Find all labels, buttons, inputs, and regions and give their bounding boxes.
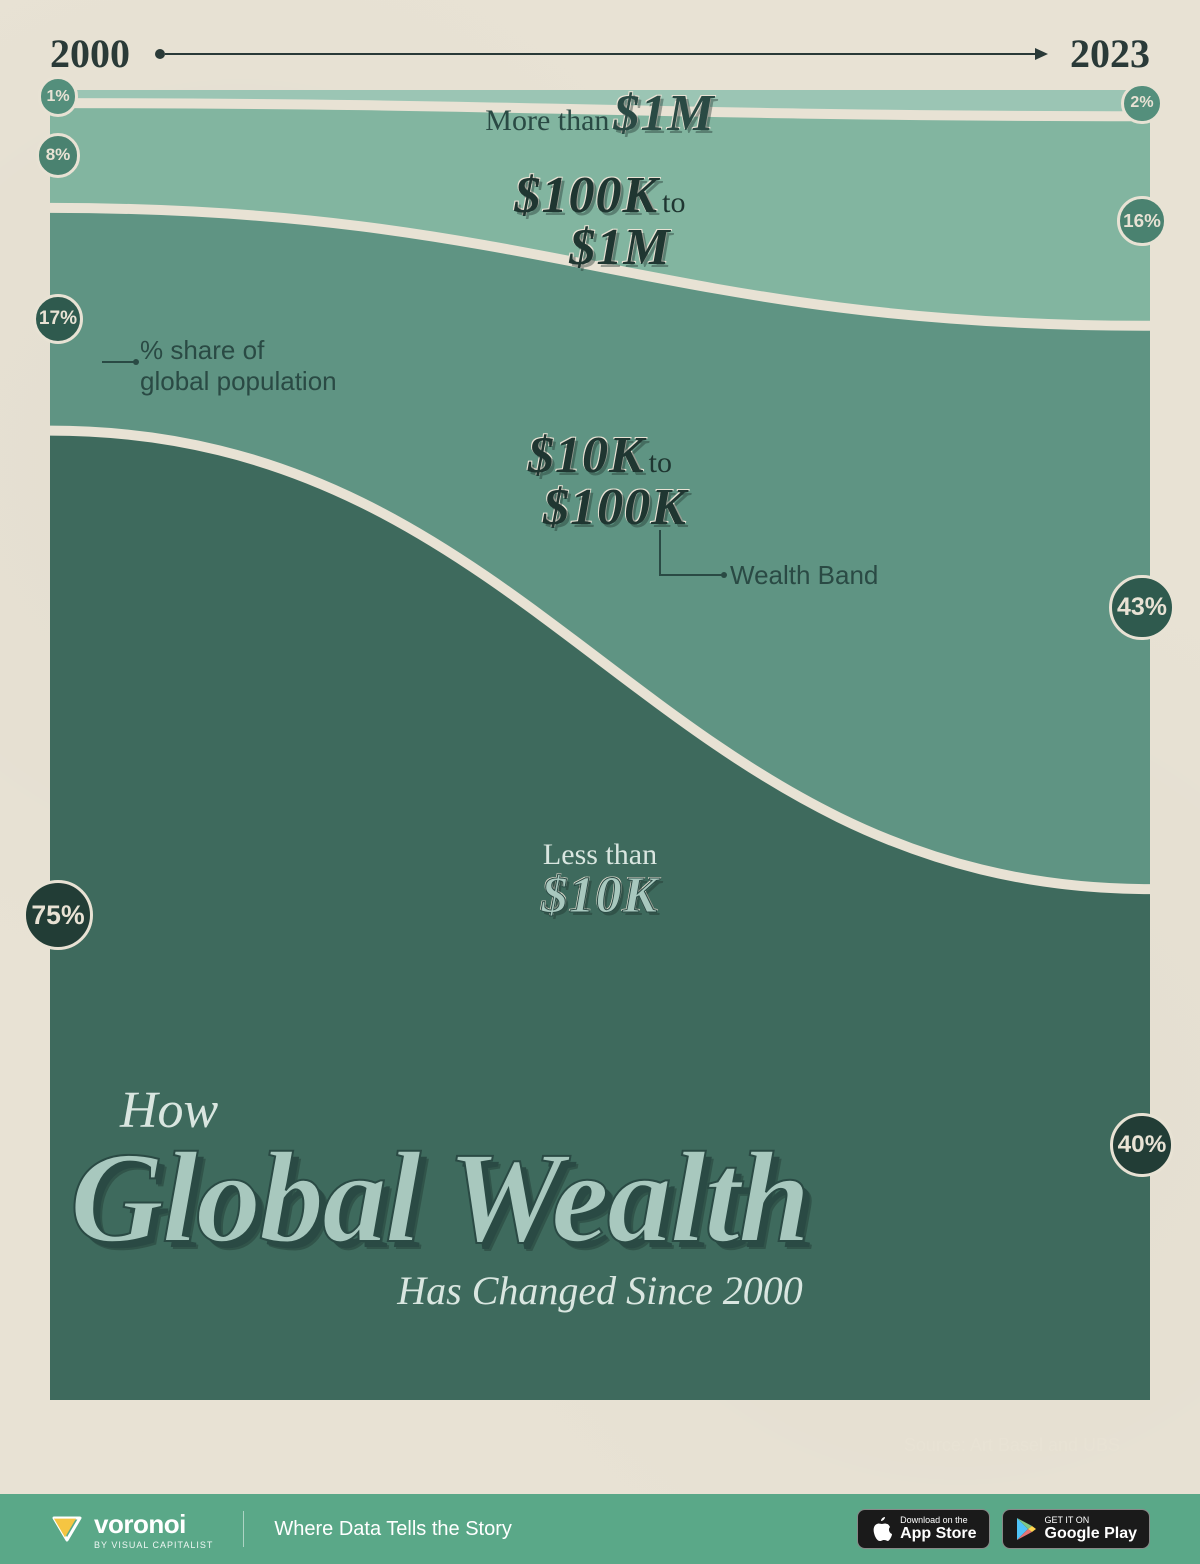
google-play-badge[interactable]: GET IT ON Google Play	[1002, 1509, 1150, 1550]
app-store-badge[interactable]: Download on the App Store	[857, 1509, 989, 1550]
wealth-band-annotation-line	[630, 530, 730, 585]
pct-right-more-than-1m: 2%	[1121, 83, 1162, 124]
pct-right-100k-1m: 16%	[1117, 196, 1167, 246]
pct-left-less-than-10k: 75%	[23, 880, 93, 950]
title-block: How Global Wealth Has Changed Since 2000	[70, 1081, 1130, 1314]
voronoi-logo[interactable]: voronoi BY VISUAL CAPITALIST	[50, 1509, 213, 1550]
source-attribution: Source: Art Basel and UBS	[904, 1435, 1120, 1456]
share-annotation-line	[102, 352, 142, 372]
google-play-icon	[1015, 1517, 1037, 1541]
footer-bar: voronoi BY VISUAL CAPITALIST Where Data …	[0, 1494, 1200, 1564]
share-annotation: % share of global population	[140, 335, 337, 397]
pct-left-more-than-1m: 1%	[38, 76, 79, 117]
title-main: Global Wealth	[70, 1140, 1130, 1257]
visual-capitalist-logo: VISUAL CAPITALIST	[120, 1432, 425, 1462]
band-label-10k-100k: $10K to $100K	[513, 430, 687, 534]
vc-logo-icon	[120, 1432, 150, 1462]
title-subtitle: Has Changed Since 2000	[70, 1267, 1130, 1314]
pct-right-10k-100k: 43%	[1109, 575, 1175, 641]
band-label-100k-1m: $100K to $1M	[514, 170, 685, 274]
pct-left-100k-1m: 8%	[36, 133, 81, 178]
apple-icon	[870, 1516, 892, 1542]
wealth-band-annotation: Wealth Band	[730, 560, 878, 591]
chart-container: 2000 2023 More than $1M $100K to $1M $10…	[50, 30, 1150, 1484]
footer-separator	[243, 1511, 244, 1547]
band-label-1m: More than $1M	[485, 88, 714, 140]
band-label-10k: Less than $10K	[542, 840, 659, 922]
voronoi-icon	[50, 1512, 84, 1546]
footer-tagline: Where Data Tells the Story	[274, 1518, 512, 1541]
